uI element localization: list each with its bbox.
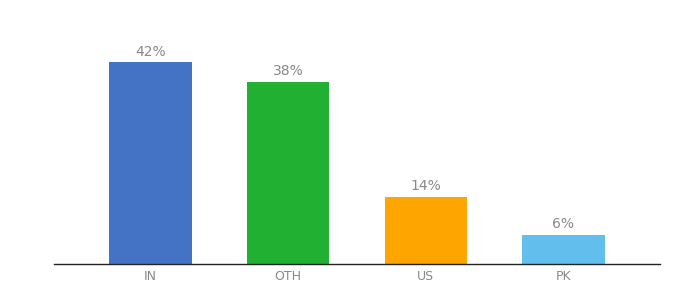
Text: 42%: 42%: [135, 45, 166, 58]
Bar: [247, 82, 330, 264]
Text: 38%: 38%: [273, 64, 303, 78]
Text: 6%: 6%: [552, 218, 575, 231]
Bar: [109, 62, 192, 264]
Bar: [522, 235, 605, 264]
Text: 14%: 14%: [411, 179, 441, 193]
Bar: [384, 197, 467, 264]
